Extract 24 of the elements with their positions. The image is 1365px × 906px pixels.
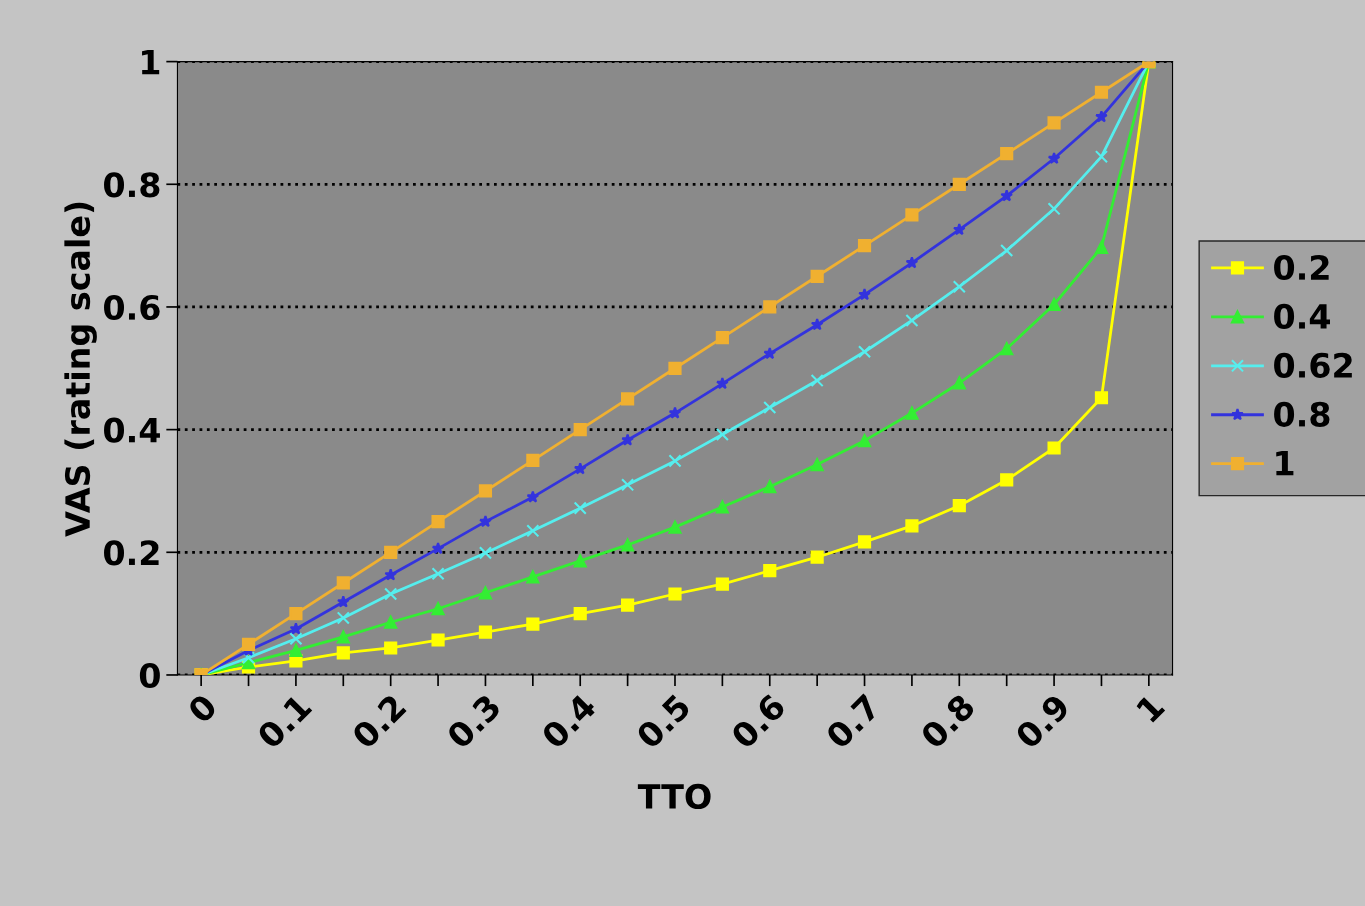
x-tick-label: 0.1 (255, 692, 313, 750)
x-tick-label: 0.9 (1013, 692, 1071, 750)
x-tick-label: 0.2 (350, 693, 407, 750)
x-tick-label: 0.6 (729, 692, 787, 750)
y-tick-label: 0 (139, 662, 160, 689)
y-tick-label: 0.2 (104, 540, 159, 566)
y-tick-label: 0.4 (104, 417, 160, 443)
x-tick-label: 0.7 (824, 693, 881, 750)
y-axis-title: VAS (rating scale) (64, 202, 97, 537)
legend-label: 0.8 (1274, 401, 1330, 427)
x-tick-label: 0.8 (919, 692, 977, 750)
x-tick-label: 0.3 (445, 693, 502, 750)
legend-label: 0.62 (1274, 352, 1352, 378)
x-axis-title: TTO (637, 783, 711, 810)
legend-label: 0.4 (1274, 303, 1330, 330)
x-tick-label: 1 (1135, 693, 1166, 723)
x-tick-label: 0.5 (634, 693, 692, 750)
y-tick-label: 0.6 (104, 294, 160, 321)
x-tick-label: 0.4 (540, 692, 598, 750)
y-tick-label: 1 (142, 49, 160, 75)
x-tick-label: 0 (186, 692, 219, 725)
y-tick-label: 0.8 (104, 172, 160, 198)
legend-label: 0.2 (1274, 254, 1329, 281)
legend-label: 1 (1276, 451, 1294, 476)
